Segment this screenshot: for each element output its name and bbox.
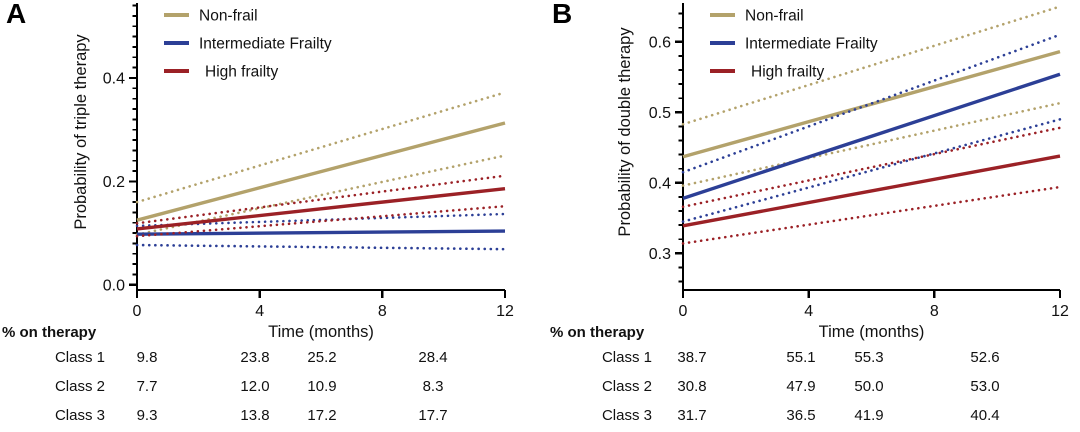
x-tick-label: 0: [679, 303, 688, 320]
cell-value: 55.1: [786, 349, 816, 366]
y-tick-label: 0.5: [649, 105, 671, 122]
therapy-table: Class 1 38.7 55.1 55.3 52.6 Class 2 30.8 47.9 50…: [540, 345, 1080, 429]
therapy-table: Class 1 9.8 23.8 25.2 28.4 Class 2 7.7 12.0 10.9…: [0, 345, 540, 429]
cell-value: 31.7: [677, 407, 707, 424]
cell-value: 8.3: [422, 378, 444, 395]
cell-value: 47.9: [786, 378, 816, 395]
cell-value: 25.2: [307, 349, 337, 366]
panel-a: A 0.0 0.2 0.4 0 4 8 12 Time (months) Probability…: [0, 0, 540, 429]
row-label: Class 3: [54, 407, 105, 424]
table-row: Class 1 38.7 55.1 55.3 52.6: [540, 345, 1080, 374]
series-line: [682, 72, 1061, 200]
ci-dotted-line: [681, 5, 1062, 126]
cell-value: 17.7: [418, 407, 448, 424]
panel-a-letter: A: [6, 0, 27, 29]
legend-label: High frailty: [751, 64, 824, 81]
series-line: [682, 154, 1061, 228]
x-tick-label: 4: [255, 303, 264, 320]
cell-value: 53.0: [970, 378, 1000, 395]
cell-value: 23.8: [240, 349, 270, 366]
y-tick-label: 0.6: [649, 34, 671, 51]
legend-label: Non-frail: [199, 8, 258, 25]
y-tick-label: 0.4: [649, 175, 671, 192]
table-row: Class 3 9.3 13.8 17.2 17.7: [0, 403, 540, 432]
x-tick-label: 12: [1051, 303, 1069, 320]
x-tick-label: 8: [378, 303, 387, 320]
table-row: Class 2 7.7 12.0 10.9 8.3: [0, 374, 540, 403]
cell-value: 17.2: [307, 407, 337, 424]
row-label: Class 1: [54, 349, 105, 366]
cell-value: 10.9: [307, 378, 337, 395]
y-tick-label: 0.4: [103, 70, 125, 87]
ci-dotted-line: [135, 91, 507, 204]
cell-value: 28.4: [418, 349, 448, 366]
x-tick-label: 0: [133, 303, 142, 320]
cell-value: 13.8: [240, 407, 270, 424]
row-label: Class 2: [601, 378, 652, 395]
row-label: Class 3: [601, 407, 652, 424]
cell-value: 52.6: [970, 349, 1000, 366]
y-tick-label: 0.0: [103, 277, 125, 294]
x-tick-label: 4: [804, 303, 813, 320]
therapy-table-title: % on therapy: [2, 324, 97, 341]
cell-value: 12.0: [240, 378, 270, 395]
y-axis-title: Probability of triple therapy: [72, 34, 90, 230]
cell-value: 36.5: [786, 407, 816, 424]
therapy-table-title: % on therapy: [550, 324, 645, 341]
cell-value: 38.7: [677, 349, 707, 366]
cell-value: 9.8: [136, 349, 158, 366]
legend-label: Intermediate Frailty: [199, 36, 332, 53]
ci-dotted-line: [681, 185, 1062, 245]
legend-label: Non-frail: [745, 8, 804, 25]
series-line: [136, 121, 506, 222]
ci-dotted-line: [681, 33, 1062, 174]
row-label: Class 1: [601, 349, 652, 366]
cell-value: 41.9: [854, 407, 884, 424]
series-line: [136, 186, 506, 231]
x-axis-title: Time (months): [819, 323, 925, 341]
cell-value: 55.3: [854, 349, 884, 366]
cell-value: 7.7: [136, 378, 158, 395]
row-label: Class 2: [54, 378, 105, 395]
cell-value: 50.0: [854, 378, 884, 395]
cell-value: 30.8: [677, 378, 707, 395]
ci-dotted-line: [135, 243, 507, 251]
table-row: Class 1 9.8 23.8 25.2 28.4: [0, 345, 540, 374]
x-axis-title: Time (months): [268, 323, 374, 341]
table-row: Class 2 30.8 47.9 50.0 53.0: [540, 374, 1080, 403]
ci-dotted-line: [135, 174, 507, 225]
legend-label: Intermediate Frailty: [745, 36, 878, 53]
chart-probability-double-therapy: 0.3 0.4 0.5 0.6 0 4 8 12 Time (months) Probabilit…: [616, 3, 1069, 341]
panel-b-letter: B: [552, 0, 573, 29]
y-tick-label: 0.2: [103, 174, 125, 191]
ci-dotted-line: [135, 204, 507, 238]
y-tick-label: 0.3: [649, 246, 671, 263]
x-tick-label: 8: [930, 303, 939, 320]
legend-label: High frailty: [205, 64, 278, 81]
chart-probability-triple-therapy: 0.0 0.2 0.4 0 4 8 12 Time (months) Probability o…: [72, 3, 514, 341]
cell-value: 40.4: [970, 407, 1000, 424]
cell-value: 9.3: [136, 407, 158, 424]
y-axis-title: Probability of double therapy: [616, 27, 634, 237]
ci-dotted-line: [135, 154, 507, 236]
series-line: [136, 229, 506, 236]
ci-dotted-line: [681, 101, 1062, 187]
table-row: Class 3 31.7 36.5 41.9 40.4: [540, 403, 1080, 432]
x-tick-label: 12: [496, 303, 514, 320]
panel-b: B 0.3 0.4 0.5 0.6 0 4 8 12 Time (months) Probabil…: [540, 0, 1080, 429]
ci-dotted-line: [681, 118, 1062, 223]
